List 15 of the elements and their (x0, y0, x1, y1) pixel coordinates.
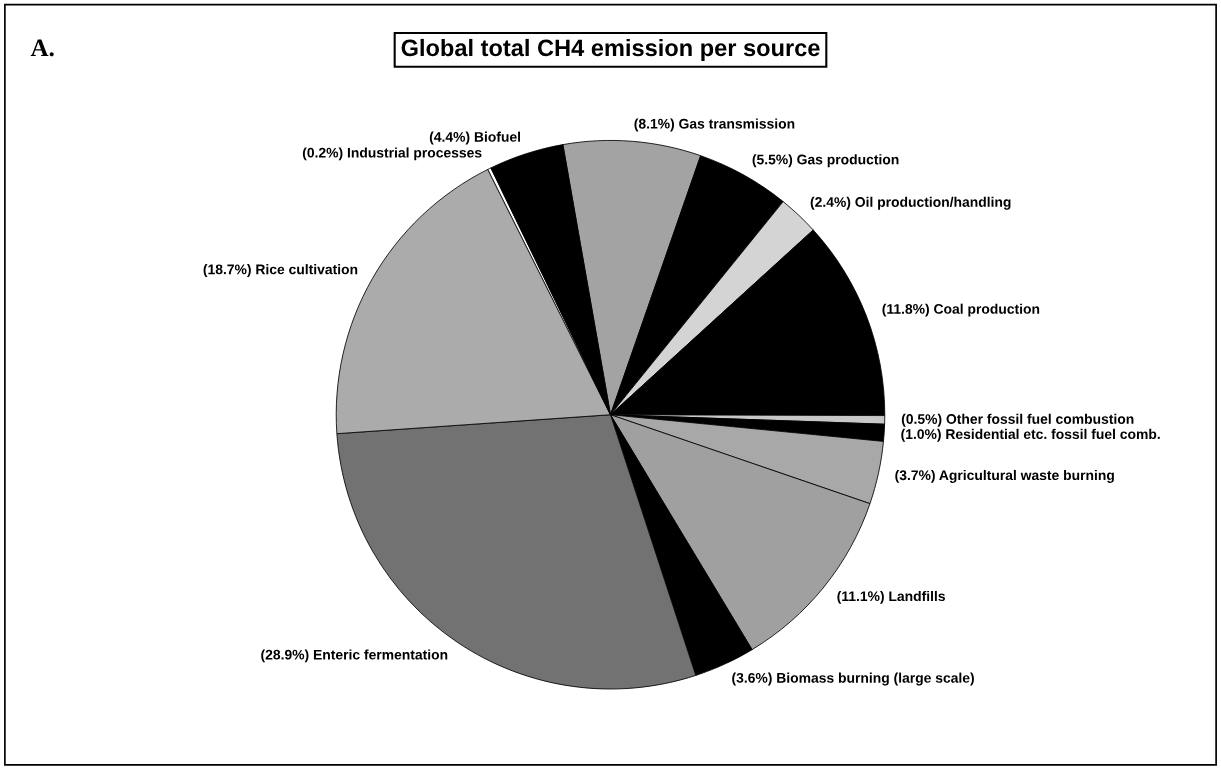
chart-title: Global total CH4 emission per source (401, 38, 820, 61)
slice-label: (2.4%) Oil production/handling (810, 196, 1011, 210)
slice-label: (4.4%) Biofuel (429, 131, 521, 145)
slice-label: (1.0%) Residential etc. fossil fuel comb. (901, 428, 1160, 442)
slice-label: (8.1%) Gas transmission (634, 118, 795, 132)
slice-label: (5.5%) Gas production (752, 154, 899, 168)
slice-label: (0.5%) Other fossil fuel combustion (901, 413, 1134, 427)
slice-label: (28.9%) Enteric fermentation (261, 649, 448, 663)
slice-label: (11.8%) Coal production (882, 303, 1040, 317)
slice-label: (18.7%) Rice cultivation (203, 264, 358, 278)
slice-label: (3.6%) Biomass burning (large scale) (732, 672, 974, 686)
slice-label: (11.1%) Landfills (837, 590, 945, 604)
text: A. (30, 39, 54, 57)
slice-label: (3.7%) Agricultural waste burning (895, 469, 1114, 483)
slice-label: (0.2%) Industrial processes (302, 147, 482, 161)
